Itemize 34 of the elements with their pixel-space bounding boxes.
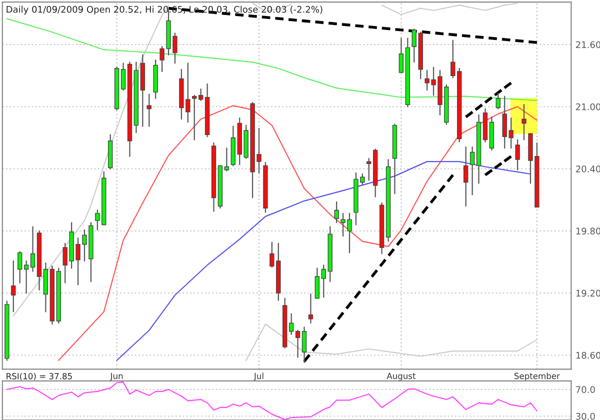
- candlestick: [522, 104, 526, 140]
- x-tick-label: September: [514, 372, 560, 381]
- candlestick: [224, 148, 230, 172]
- y-tick-label: 30.0: [576, 412, 595, 420]
- candlestick: [515, 139, 520, 170]
- line-series: [381, 2, 518, 16]
- candlestick: [192, 94, 197, 140]
- candlestick: [334, 201, 339, 224]
- candlestick: [496, 92, 501, 110]
- x-tick-label: Jul: [254, 372, 264, 381]
- candlestick: [314, 268, 320, 299]
- line-series: [246, 324, 538, 361]
- candlestick: [24, 260, 29, 294]
- candlestick: [120, 62, 126, 91]
- candlestick: [11, 260, 16, 312]
- candlestick: [295, 330, 300, 358]
- candlestick: [146, 94, 152, 127]
- line-series: [6, 382, 538, 420]
- candlestick: [18, 251, 22, 284]
- candlestick: [321, 264, 326, 298]
- candlestick: [398, 38, 404, 74]
- x-tick-label: Jun: [110, 372, 123, 381]
- candlestick: [30, 226, 36, 272]
- candlestick: [470, 146, 475, 196]
- chart-title: RSI(10) = 37.85: [6, 372, 72, 380]
- candlestick: [366, 158, 372, 181]
- candlestick: [198, 88, 204, 102]
- candlestick: [288, 313, 294, 336]
- candlestick: [308, 294, 314, 324]
- line-series: [116, 161, 532, 361]
- x-tick-label: August: [386, 372, 416, 381]
- y-tick-label: 70.0: [576, 386, 595, 393]
- candlestick: [463, 146, 468, 207]
- candlestick: [302, 326, 307, 364]
